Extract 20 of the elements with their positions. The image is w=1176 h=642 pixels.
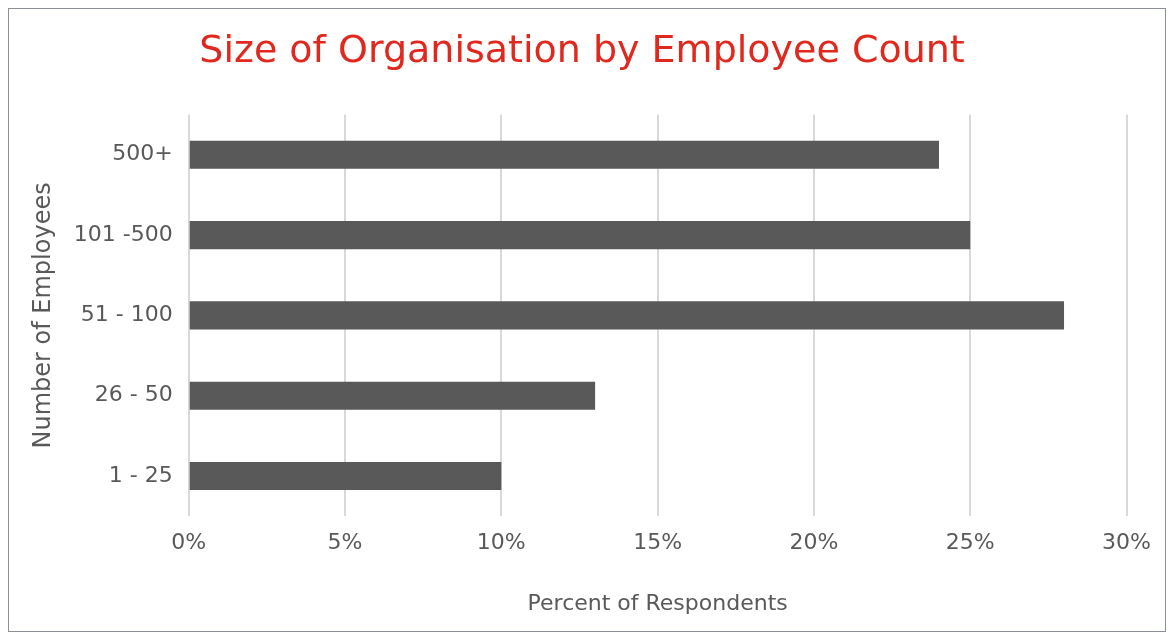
x-tick-label: 10% [476,529,526,555]
x-tick-label: 25% [945,529,995,555]
bar [189,301,1065,330]
y-tick-label: 26 - 50 [94,381,173,407]
bar [189,381,596,410]
bar [189,221,971,250]
x-axis-title: Percent of Respondents [527,589,788,615]
bar [189,140,939,169]
x-tick-label: 15% [633,529,683,555]
x-tick-label: 20% [789,529,839,555]
y-axis-title: Number of Employees [27,182,56,449]
y-tick-label: 101 -500 [73,220,173,246]
x-tick-label: 5% [327,529,363,555]
x-tick-label: 0% [171,529,207,555]
y-tick-label: 51 - 100 [80,301,173,327]
y-tick-label: 1 - 25 [108,461,173,487]
x-tick-label: 30% [1102,529,1151,555]
y-tick-label: 500+ [112,140,173,166]
bar [189,461,502,491]
chart-title: Size of Organisation by Employee Count [199,26,965,71]
